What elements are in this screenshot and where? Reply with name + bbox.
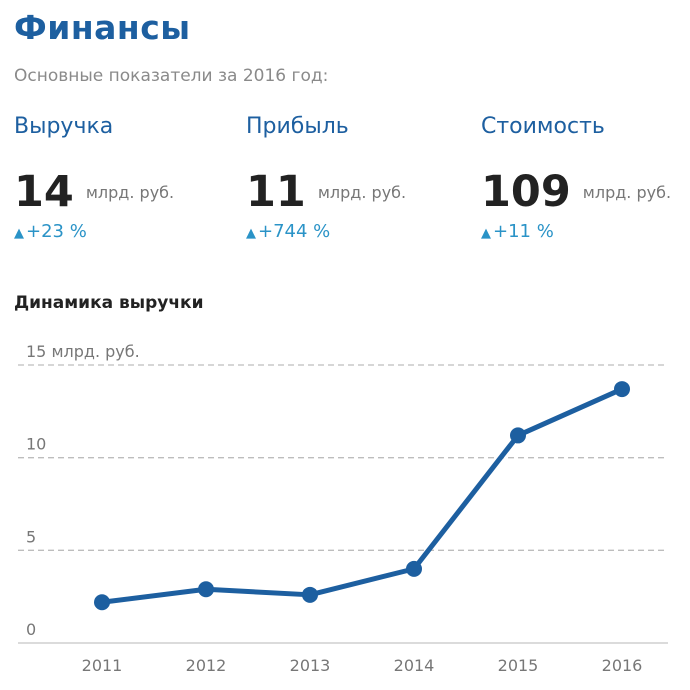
arrow-up-icon: ▲ bbox=[246, 226, 256, 241]
metric-value: 109 bbox=[481, 167, 571, 217]
chart-title: Динамика выручки bbox=[14, 293, 204, 313]
metric-revenue: Выручка 14 млрд. руб. ▲ +23 % bbox=[14, 114, 174, 242]
data-point bbox=[614, 381, 630, 398]
x-tick-label: 2012 bbox=[186, 656, 227, 675]
metric-value: 11 bbox=[246, 167, 306, 217]
x-tick-label: 2014 bbox=[394, 656, 435, 675]
metric-change: +11 % bbox=[493, 221, 554, 242]
metric-value: 14 bbox=[14, 167, 74, 217]
series-line bbox=[99, 386, 625, 605]
x-tick-label: 2016 bbox=[602, 656, 643, 675]
data-point bbox=[198, 581, 214, 598]
arrow-up-icon: ▲ bbox=[14, 226, 24, 241]
metric-unit: млрд. руб. bbox=[582, 182, 672, 202]
y-tick-label: 0 bbox=[26, 620, 36, 639]
metric-unit: млрд. руб. bbox=[317, 182, 407, 202]
metric-value-company: Стоимость 109 млрд. руб. ▲ +11 % bbox=[481, 114, 671, 242]
data-point bbox=[302, 586, 318, 603]
y-tick-label: 15 млрд. руб. bbox=[26, 342, 140, 361]
metric-profit: Прибыль 11 млрд. руб. ▲ +744 % bbox=[246, 114, 406, 242]
metric-unit: млрд. руб. bbox=[85, 182, 175, 202]
data-point bbox=[94, 594, 110, 611]
x-tick-label: 2015 bbox=[498, 656, 539, 675]
page-title: Финансы bbox=[14, 8, 191, 47]
y-tick-label: 5 bbox=[26, 527, 36, 546]
metric-label: Стоимость bbox=[481, 114, 605, 139]
x-tick-label: 2011 bbox=[82, 656, 123, 675]
arrow-up-icon: ▲ bbox=[481, 226, 491, 241]
metric-label: Выручка bbox=[14, 114, 114, 139]
metric-change: +23 % bbox=[26, 221, 87, 242]
data-point bbox=[406, 560, 422, 577]
metric-label: Прибыль bbox=[246, 114, 349, 139]
data-point bbox=[510, 427, 526, 444]
metric-change: +744 % bbox=[258, 221, 331, 242]
x-tick-label: 2013 bbox=[290, 656, 331, 675]
y-tick-label: 10 bbox=[26, 435, 46, 454]
page-subtitle: Основные показатели за 2016 год: bbox=[14, 66, 329, 86]
